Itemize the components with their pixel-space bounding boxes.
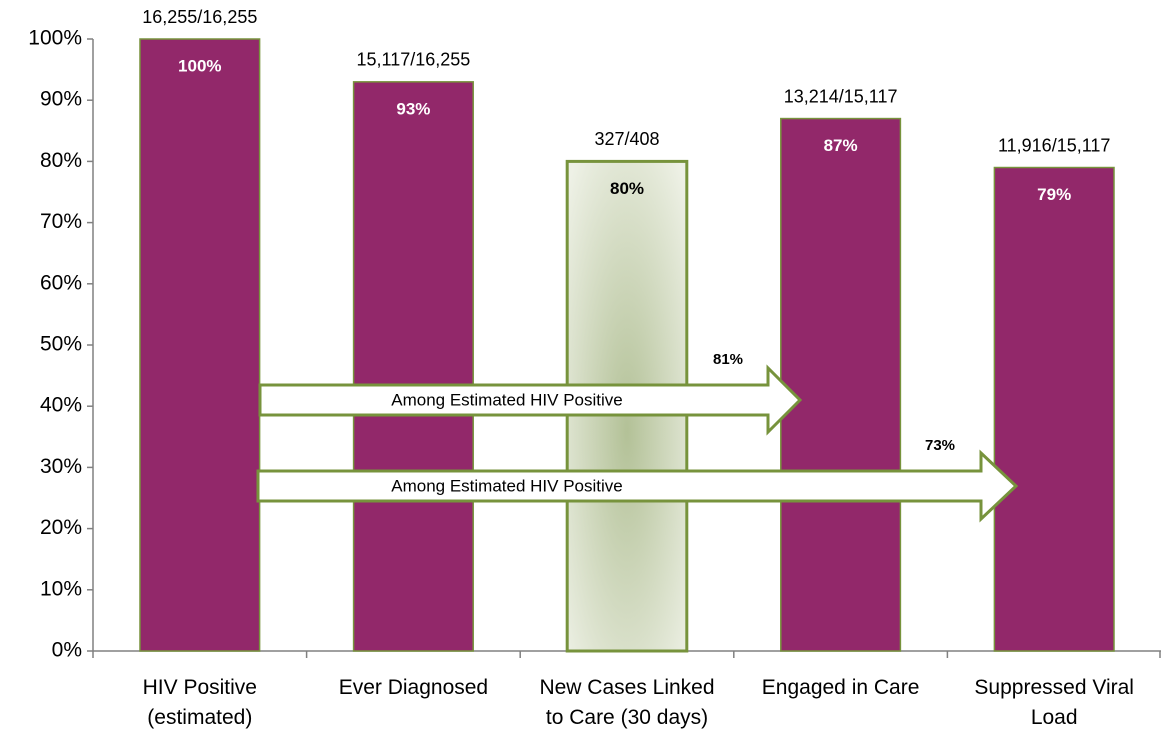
arrow-label: 73% bbox=[925, 437, 955, 454]
x-tick-label: Engaged in Care bbox=[762, 676, 920, 699]
ratio-label: 15,117/16,255 bbox=[357, 50, 471, 70]
x-tick-label-line: HIV Positive bbox=[143, 676, 257, 699]
value-label: 87% bbox=[824, 136, 858, 155]
ratio-label: 16,255/16,255 bbox=[142, 7, 257, 27]
x-tick-label: Ever Diagnosed bbox=[339, 676, 488, 699]
y-tick-label: 60% bbox=[40, 271, 82, 294]
arrow-text: Among Estimated HIV Positive bbox=[391, 390, 622, 409]
value-label: 100% bbox=[178, 56, 221, 75]
y-tick-label: 30% bbox=[40, 455, 82, 478]
x-tick-label-line: Ever Diagnosed bbox=[339, 676, 488, 699]
x-tick-label-line: Suppressed Viral bbox=[974, 676, 1134, 699]
y-tick-label: 70% bbox=[40, 210, 82, 233]
arrow bbox=[256, 449, 1019, 523]
x-tick-label-line: New Cases Linked bbox=[539, 676, 714, 699]
x-tick-label-line: Load bbox=[1031, 706, 1078, 729]
bar bbox=[780, 117, 902, 652]
y-tick-label: 50% bbox=[40, 333, 82, 356]
ratio-label: 327/408 bbox=[594, 129, 659, 149]
arrow bbox=[258, 364, 803, 436]
x-tick-label-line: Engaged in Care bbox=[762, 676, 920, 699]
x-tick-label: New Cases Linked to Care (30 days) bbox=[539, 676, 714, 729]
bar bbox=[352, 81, 474, 652]
y-tick-label: 40% bbox=[40, 394, 82, 417]
y-tick-label: 20% bbox=[40, 516, 82, 539]
arrow-label: 81% bbox=[713, 351, 743, 368]
bar bbox=[993, 166, 1115, 652]
bar bbox=[139, 38, 261, 652]
ratio-label: 13,214/15,117 bbox=[784, 86, 898, 106]
y-tick-label: 100% bbox=[28, 27, 82, 50]
x-tick-label-line: to Care (30 days) bbox=[546, 706, 708, 729]
x-tick-label: Suppressed Viral Load bbox=[974, 676, 1134, 729]
y-tick-label: 80% bbox=[40, 149, 82, 172]
ratio-label: 11,916/15,117 bbox=[998, 135, 1110, 155]
y-tick-label: 90% bbox=[40, 88, 82, 111]
y-tick-label: 0% bbox=[52, 639, 82, 662]
value-label: 93% bbox=[396, 99, 430, 118]
value-label: 79% bbox=[1037, 185, 1071, 204]
x-tick-label-line: (estimated) bbox=[147, 706, 252, 729]
value-label: 80% bbox=[610, 179, 644, 198]
x-tick-label: HIV Positive (estimated) bbox=[143, 676, 257, 729]
y-tick-label: 10% bbox=[40, 577, 82, 600]
arrow-text: Among Estimated HIV Positive bbox=[391, 476, 622, 495]
